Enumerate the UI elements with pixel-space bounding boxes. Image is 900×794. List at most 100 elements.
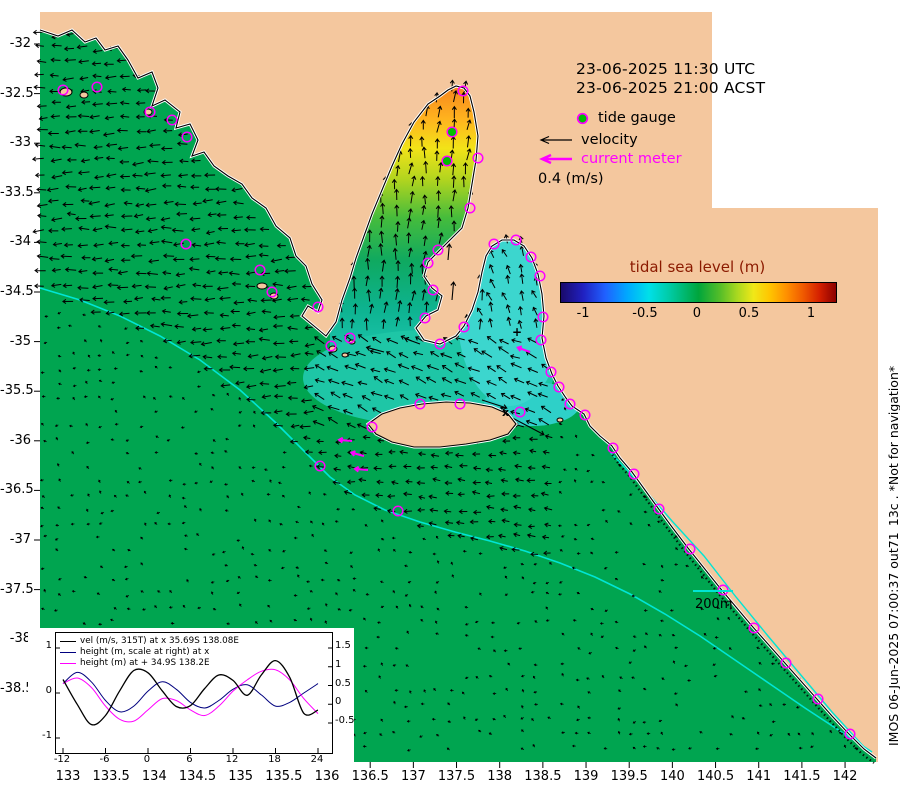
velocity-arrow — [163, 199, 174, 205]
velocity-arrow — [533, 690, 538, 694]
tide-gauge-marker — [180, 238, 192, 250]
arrow-glyph — [365, 345, 385, 353]
velocity-arrow — [615, 646, 619, 650]
velocity-arrow — [782, 703, 787, 706]
velocity-arrow — [572, 619, 577, 622]
velocity-arrow — [100, 565, 104, 569]
velocity-arrow — [125, 353, 130, 357]
arrow-glyph — [242, 366, 255, 372]
arrow-glyph — [58, 382, 62, 386]
arrow-glyph — [477, 647, 482, 651]
arrow-glyph — [457, 533, 465, 539]
velocity-arrow — [204, 186, 216, 192]
arrow-glyph — [601, 675, 605, 679]
velocity-arrow — [220, 383, 231, 389]
arrow-glyph — [314, 336, 325, 345]
arrow-glyph — [225, 579, 230, 583]
velocity-arrow — [56, 396, 60, 400]
velocity-arrow — [199, 462, 202, 467]
velocity-arrow — [503, 714, 507, 718]
arrow-glyph — [111, 578, 116, 582]
velocity-arrow — [105, 185, 116, 191]
velocity-arrow — [127, 548, 131, 552]
velocity-arrow — [673, 692, 678, 695]
arrow-glyph — [504, 575, 508, 579]
velocity-arrow — [444, 480, 453, 486]
arrow-glyph — [399, 394, 409, 401]
velocity-arrow — [404, 564, 408, 568]
arrow-glyph — [586, 677, 590, 680]
velocity-arrow — [99, 338, 103, 343]
arrow-glyph — [544, 522, 552, 528]
arrow-glyph — [40, 478, 44, 482]
arrow-glyph — [446, 747, 450, 751]
arrow-glyph — [380, 580, 384, 584]
arrow-glyph — [661, 677, 665, 681]
arrow-glyph — [617, 717, 621, 722]
velocity-arrow — [31, 156, 44, 162]
arrow-glyph — [136, 242, 147, 248]
velocity-arrow — [69, 424, 73, 428]
arrow-glyph — [203, 366, 213, 372]
velocity-arrow — [186, 313, 199, 319]
velocity-arrow — [420, 702, 425, 706]
arrow-glyph — [70, 522, 75, 526]
velocity-arrow — [571, 566, 576, 570]
arrow-glyph — [452, 189, 457, 202]
velocity-arrow — [87, 354, 91, 358]
arrow-glyph — [712, 647, 717, 650]
velocity-arrow — [520, 717, 524, 720]
velocity-arrow — [505, 274, 511, 284]
velocity-arrow — [407, 316, 413, 327]
velocity-arrow — [451, 220, 457, 232]
velocity-arrow — [394, 204, 400, 217]
arrow-glyph — [449, 688, 454, 692]
arrow-glyph — [561, 535, 565, 538]
arrow-glyph — [327, 417, 338, 425]
velocity-arrow — [559, 702, 564, 706]
arrow-glyph — [362, 434, 371, 440]
velocity-arrow — [326, 365, 339, 372]
velocity-arrow — [145, 310, 156, 316]
arrow-glyph — [108, 240, 119, 246]
velocity-arrow — [380, 538, 385, 541]
velocity-arrow — [408, 604, 412, 608]
arrow-glyph — [58, 478, 61, 482]
velocity-arrow — [272, 367, 283, 373]
velocity-arrow — [36, 239, 47, 245]
arrow-glyph — [209, 480, 213, 483]
arrow-glyph — [176, 211, 188, 217]
arrow-glyph — [70, 494, 74, 497]
arrow-glyph — [386, 337, 399, 344]
tide-gauge-marker — [344, 332, 356, 344]
velocity-arrow — [543, 550, 551, 556]
inset-left-tick-label: -1 — [42, 730, 52, 741]
velocity-arrow — [120, 243, 130, 249]
arrow-glyph — [97, 325, 102, 328]
velocity-arrow — [300, 296, 310, 302]
velocity-arrow — [388, 463, 397, 469]
velocity-arrow — [386, 508, 396, 514]
velocity-arrow — [52, 241, 62, 247]
arrow-glyph — [86, 368, 91, 372]
tide-gauge-marker — [312, 301, 324, 313]
arrow-glyph — [380, 538, 385, 541]
velocity-arrow — [452, 189, 457, 202]
tide-gauge-marker — [325, 340, 337, 352]
velocity-arrow — [529, 448, 537, 454]
velocity-arrow — [88, 185, 101, 191]
velocity-arrow — [160, 239, 173, 244]
arrow-glyph — [120, 213, 133, 219]
velocity-arrow — [304, 351, 314, 357]
arrow-glyph — [152, 397, 157, 400]
arrow-glyph — [224, 564, 229, 567]
velocity-arrow — [56, 326, 61, 330]
arrow-glyph — [572, 619, 577, 622]
velocity-arrow — [55, 548, 59, 552]
velocity-arrow — [699, 731, 703, 734]
arrow-glyph — [758, 662, 762, 665]
velocity-arrow — [684, 664, 688, 668]
arrow-glyph — [466, 148, 472, 161]
contour-scale-line — [693, 590, 733, 592]
velocity-arrow — [436, 560, 440, 564]
